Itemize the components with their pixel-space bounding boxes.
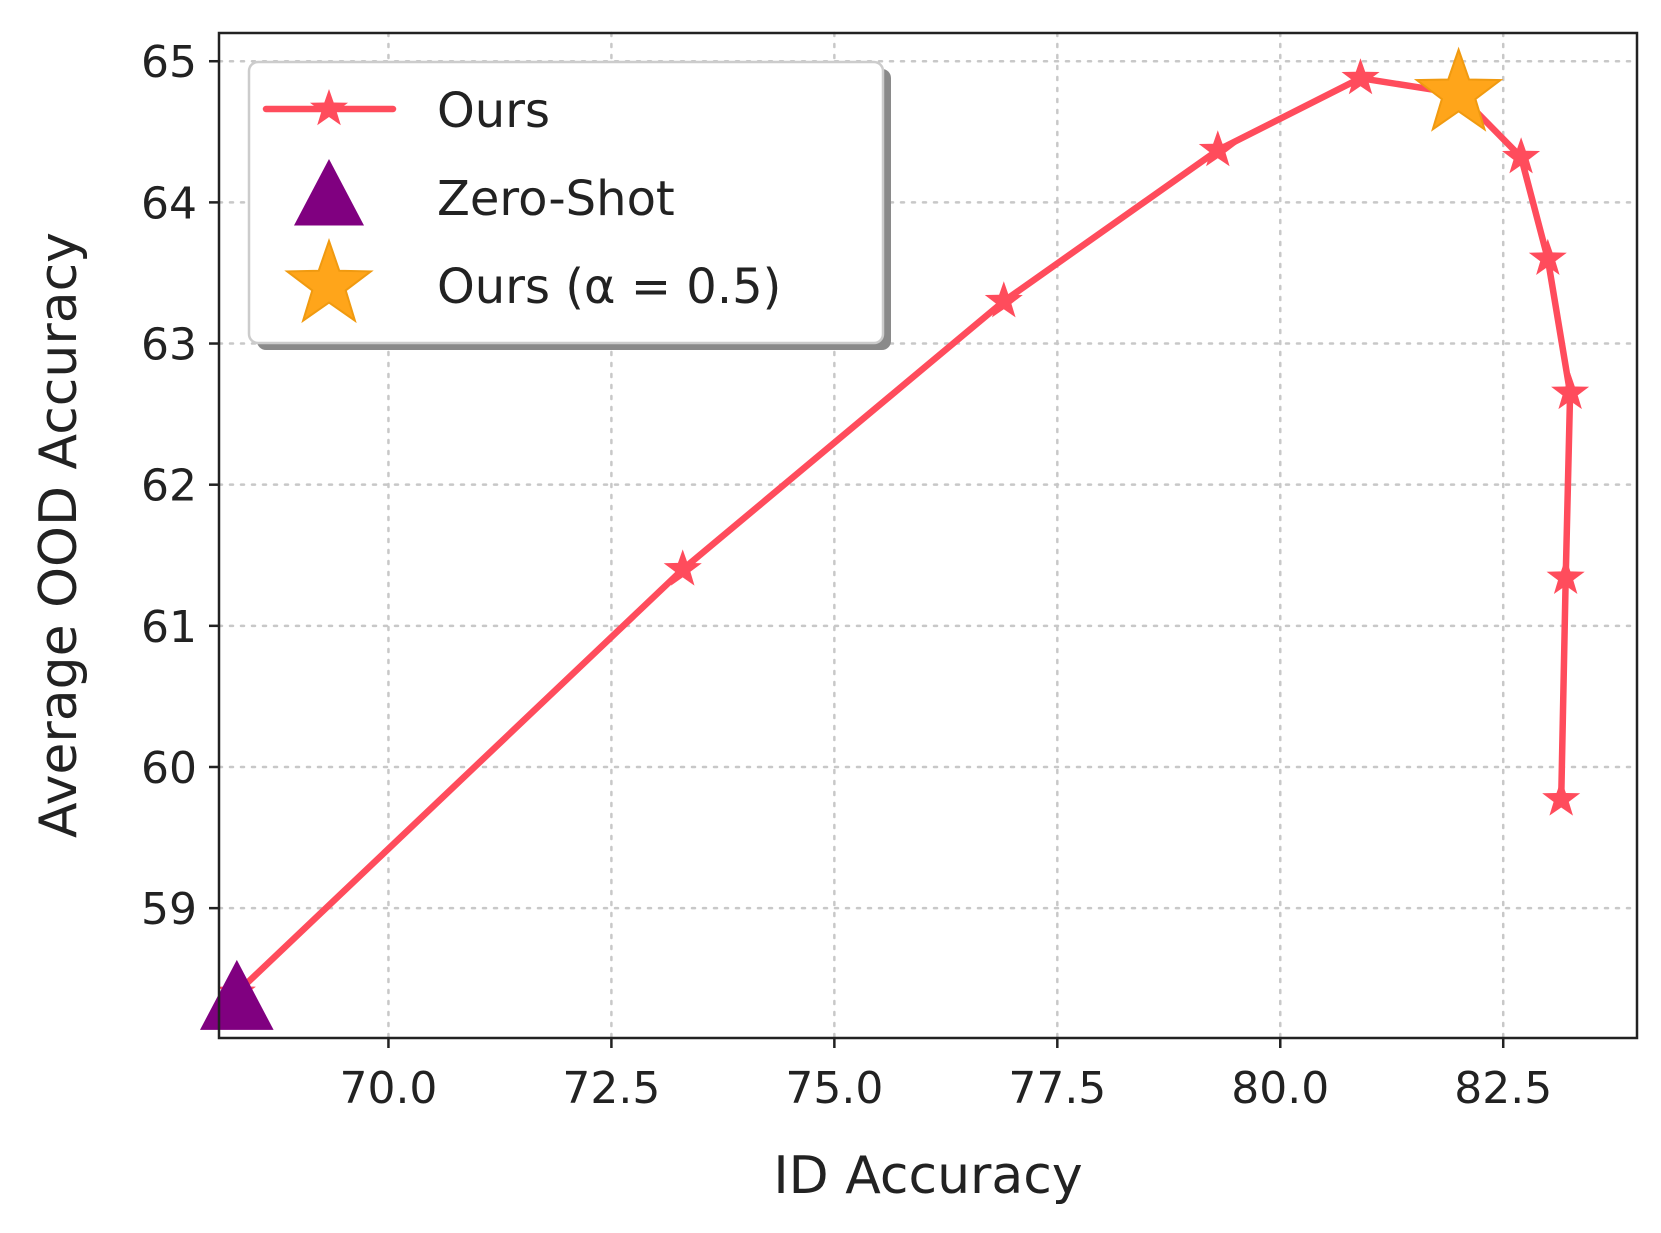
- x-tick-label: 82.5: [1454, 1063, 1552, 1114]
- ours-data-point: [663, 549, 702, 586]
- y-axis-ticks: 59 60 61 62 63 64 65: [141, 37, 219, 935]
- plot-frame: [217, 31, 1639, 1040]
- ours-data-point: [1551, 372, 1590, 410]
- legend-label: Zero-Shot: [437, 171, 675, 227]
- ours-data-point: [1528, 238, 1567, 275]
- legend-item-zero-shot: Zero-Shot: [294, 159, 675, 227]
- y-tick-label: 61: [141, 602, 197, 653]
- legend-box: [247, 60, 885, 345]
- x-axis-ticks: 70.0 72.5 75.0 77.5 80.0 82.5: [339, 1038, 1552, 1114]
- x-tick-label: 75.0: [785, 1063, 883, 1114]
- y-tick-label: 63: [141, 320, 197, 371]
- ours-data-point: [984, 281, 1023, 318]
- legend-label: Ours (α = 0.5): [437, 259, 781, 315]
- ours-alpha-data-point: [1413, 46, 1504, 132]
- x-tick-label: 77.5: [1008, 1063, 1106, 1114]
- ours-data-point: [1502, 137, 1541, 174]
- ours-data-point: [1341, 58, 1380, 95]
- legend-label: Ours: [437, 83, 550, 139]
- y-tick-label: 62: [141, 461, 197, 512]
- x-tick-label: 70.0: [339, 1063, 437, 1114]
- x-axis-label: ID Accuracy: [773, 1146, 1082, 1206]
- y-axis-label: Average OOD Accuracy: [29, 232, 89, 838]
- legend-star-marker: [310, 89, 348, 126]
- legend-item-ours-alpha: Ours (α = 0.5): [284, 237, 781, 324]
- ours-data-point: [1546, 557, 1585, 594]
- series-layer: [200, 46, 1590, 1030]
- ours-data-point: [1542, 779, 1581, 816]
- y-tick-label: 64: [141, 178, 197, 229]
- x-tick-label: 72.5: [562, 1063, 660, 1114]
- legend-star-marker: [284, 237, 374, 324]
- y-tick-label: 60: [141, 743, 197, 794]
- y-tick-label: 59: [141, 884, 197, 935]
- y-tick-label: 65: [141, 37, 197, 88]
- legend-triangle-marker: [294, 159, 364, 226]
- x-tick-label: 80.0: [1231, 1063, 1329, 1114]
- ours-data-point: [1198, 130, 1237, 167]
- legend-item-ours: Ours: [262, 83, 550, 139]
- legend: Ours Zero-Shot Ours (α = 0.5): [247, 60, 891, 350]
